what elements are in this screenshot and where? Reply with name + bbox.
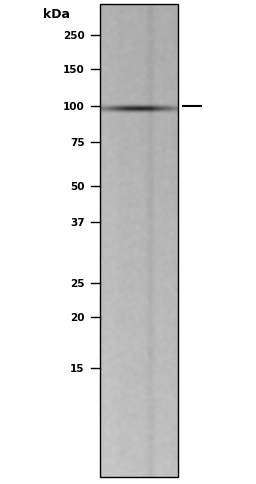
Text: 250: 250 — [63, 31, 84, 41]
Text: 20: 20 — [70, 312, 84, 322]
Text: 15: 15 — [70, 363, 84, 373]
Text: 75: 75 — [70, 138, 84, 148]
Text: 37: 37 — [70, 218, 84, 227]
Text: 50: 50 — [70, 182, 84, 191]
Text: kDa: kDa — [43, 8, 70, 21]
Text: 150: 150 — [63, 65, 84, 75]
Text: 100: 100 — [63, 102, 84, 111]
Bar — [100, 5, 178, 477]
Text: 25: 25 — [70, 278, 84, 288]
